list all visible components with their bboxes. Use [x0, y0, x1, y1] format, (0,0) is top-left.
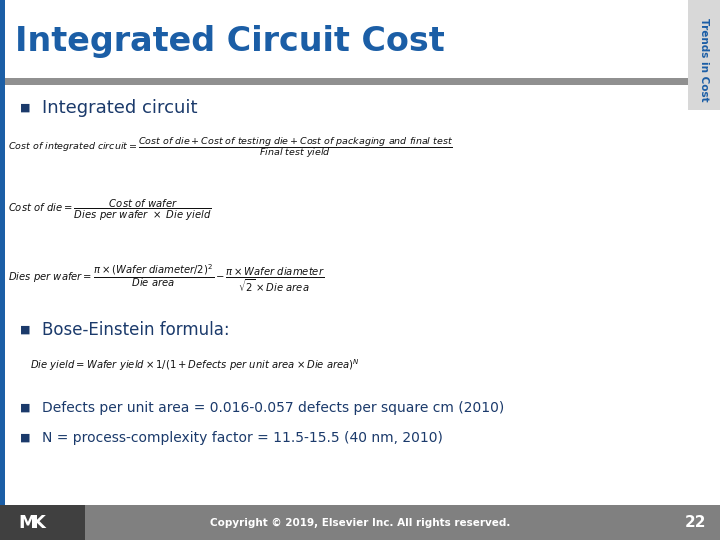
- Text: ■: ■: [20, 325, 30, 335]
- Text: Bose-Einstein formula:: Bose-Einstein formula:: [42, 321, 230, 339]
- Text: Integrated circuit: Integrated circuit: [42, 99, 197, 117]
- Text: Integrated Circuit Cost: Integrated Circuit Cost: [15, 25, 445, 58]
- Text: K: K: [31, 514, 45, 531]
- Text: $\mathit{Cost\ of\ die} = \dfrac{\mathit{Cost\ of\ wafer}}{\mathit{Dies\ per\ wa: $\mathit{Cost\ of\ die} = \dfrac{\mathit…: [8, 198, 212, 222]
- Bar: [0, 505, 720, 540]
- Text: Defects per unit area = 0.016-0.057 defects per square cm (2010): Defects per unit area = 0.016-0.057 defe…: [42, 401, 504, 415]
- Bar: [5, 78, 688, 85]
- Text: $\mathit{Die\ yield} = \mathit{Wafer\ yield} \times 1/(1 + \mathit{Defects\ per\: $\mathit{Die\ yield} = \mathit{Wafer\ yi…: [30, 357, 360, 373]
- Bar: [0, 505, 85, 540]
- Text: Trends in Cost: Trends in Cost: [699, 18, 709, 102]
- Bar: [0, 0, 5, 505]
- Text: M: M: [18, 514, 36, 531]
- Text: Copyright © 2019, Elsevier Inc. All rights reserved.: Copyright © 2019, Elsevier Inc. All righ…: [210, 517, 510, 528]
- Text: ■: ■: [20, 403, 30, 413]
- Bar: [688, 0, 720, 110]
- Text: N = process-complexity factor = 11.5-15.5 (40 nm, 2010): N = process-complexity factor = 11.5-15.…: [42, 431, 443, 445]
- Text: ■: ■: [20, 433, 30, 443]
- Text: 22: 22: [684, 515, 706, 530]
- Text: ■: ■: [20, 103, 30, 113]
- Text: $\mathit{Cost\ of\ integrated\ circuit} = \dfrac{\mathit{Cost\ of\ die + Cost\ o: $\mathit{Cost\ of\ integrated\ circuit} …: [8, 136, 453, 160]
- Text: $\mathit{Dies\ per\ wafer} = \dfrac{\pi \times \mathit{(Wafer\ diameter/2)^2}}{\: $\mathit{Dies\ per\ wafer} = \dfrac{\pi …: [8, 262, 325, 294]
